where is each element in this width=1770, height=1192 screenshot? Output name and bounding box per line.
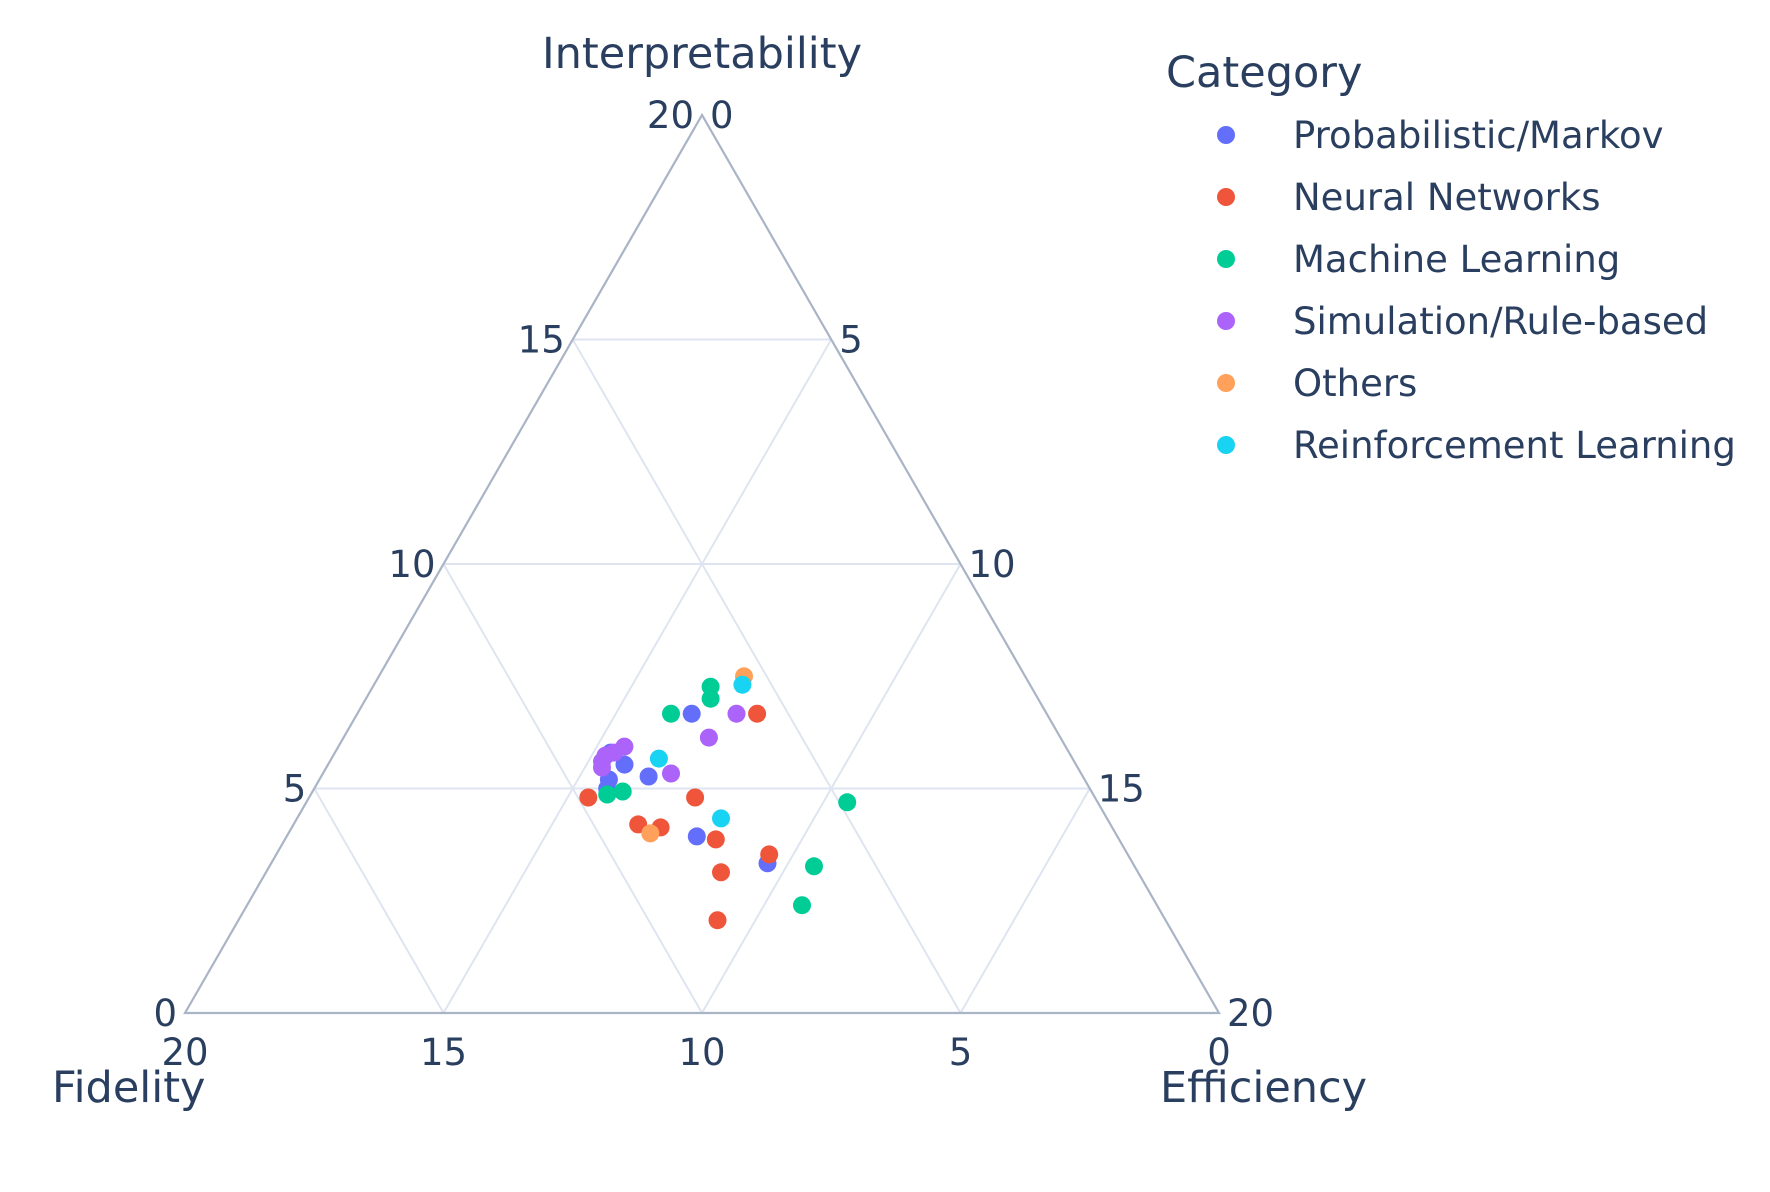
- grid-line-c-10: [701, 563, 962, 1014]
- triangle-outline: [183, 112, 1221, 1015]
- grid-line-b-5: [571, 339, 962, 1014]
- legend-marker-2[interactable]: [1217, 250, 1235, 268]
- point-3-1[interactable]: [699, 728, 718, 747]
- legend-title: Category: [1166, 48, 1362, 98]
- point-1-2[interactable]: [686, 788, 705, 807]
- axis-title-fidelity: Fidelity: [52, 1063, 206, 1113]
- axis-title-efficiency: Efficiency: [1160, 1063, 1367, 1113]
- point-3-0[interactable]: [727, 704, 746, 723]
- tick-label-a-0: 0: [153, 992, 177, 1035]
- tick-label-b-15: 15: [420, 1031, 467, 1074]
- point-3-6[interactable]: [593, 758, 611, 777]
- point-2-5[interactable]: [838, 793, 857, 812]
- point-1-0[interactable]: [748, 704, 767, 723]
- tick-label-c-20: 20: [1227, 992, 1274, 1035]
- point-0-3[interactable]: [639, 767, 658, 786]
- point-2-4[interactable]: [598, 785, 617, 804]
- legend-label-5[interactable]: Reinforcement Learning: [1293, 424, 1736, 467]
- tick-label-c-10: 10: [969, 543, 1016, 586]
- tick-label-c-0: 0: [710, 94, 734, 137]
- legend-label-4[interactable]: Others: [1293, 362, 1417, 405]
- legend-label-3[interactable]: Simulation/Rule-based: [1293, 300, 1708, 343]
- point-2-3[interactable]: [613, 782, 632, 801]
- point-1-6[interactable]: [760, 845, 779, 864]
- tick-label-c-5: 5: [839, 319, 863, 362]
- axis-title-interpretability: Interpretability: [542, 29, 862, 79]
- triangle-frame: [183, 112, 1221, 1015]
- legend-label-2[interactable]: Machine Learning: [1293, 238, 1620, 281]
- point-5-1[interactable]: [649, 749, 668, 768]
- legend-marker-1[interactable]: [1217, 188, 1235, 206]
- point-1-1[interactable]: [579, 788, 598, 807]
- point-1-8[interactable]: [708, 911, 727, 930]
- point-0-0[interactable]: [682, 704, 701, 723]
- tick-label-a-5: 5: [283, 768, 307, 811]
- point-5-0[interactable]: [733, 675, 752, 694]
- tick-label-b-5: 5: [949, 1031, 973, 1074]
- point-0-6[interactable]: [687, 827, 706, 846]
- tick-label-a-20: 20: [647, 94, 694, 137]
- grid-line-c-5: [442, 339, 833, 1014]
- grid-line-c-15: [959, 788, 1091, 1014]
- grid-lines: [313, 338, 1091, 1014]
- grid-line-b-15: [313, 788, 445, 1014]
- point-1-5[interactable]: [706, 830, 725, 849]
- point-1-7[interactable]: [712, 863, 730, 882]
- point-2-1[interactable]: [701, 689, 720, 708]
- point-2-7[interactable]: [793, 896, 811, 915]
- data-points: [579, 667, 857, 930]
- legend: Probabilistic/Markov Neural Networks Machi…: [1217, 114, 1736, 467]
- point-2-6[interactable]: [805, 857, 823, 876]
- tick-label-b-0: 0: [1207, 1031, 1231, 1074]
- point-3-7[interactable]: [662, 764, 680, 783]
- tick-label-c-15: 15: [1098, 768, 1145, 811]
- legend-marker-5[interactable]: [1217, 436, 1235, 454]
- tick-label-b-10: 10: [678, 1031, 725, 1074]
- point-4-1[interactable]: [641, 824, 660, 843]
- grid-line-b-10: [442, 563, 703, 1014]
- point-5-2[interactable]: [712, 809, 730, 828]
- point-0-2[interactable]: [615, 755, 634, 774]
- tick-label-a-15: 15: [518, 319, 565, 362]
- legend-marker-4[interactable]: [1217, 374, 1235, 392]
- legend-marker-3[interactable]: [1217, 312, 1235, 330]
- tick-label-a-10: 10: [388, 543, 435, 586]
- legend-label-0[interactable]: Probabilistic/Markov: [1293, 114, 1664, 157]
- legend-marker-0[interactable]: [1217, 126, 1235, 144]
- point-2-2[interactable]: [662, 704, 680, 723]
- legend-label-1[interactable]: Neural Networks: [1293, 176, 1601, 219]
- tick-label-b-20: 20: [161, 1031, 208, 1074]
